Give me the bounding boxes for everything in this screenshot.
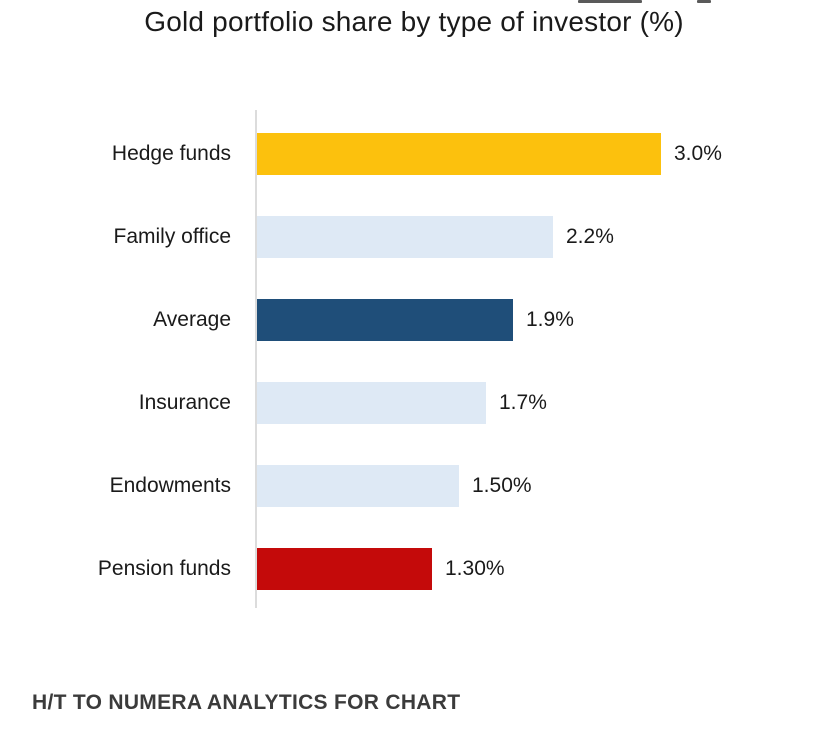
bar-row: Pension funds 1.30% xyxy=(0,548,828,590)
bar xyxy=(257,382,486,424)
bar-row: Endowments 1.50% xyxy=(0,465,828,507)
bar xyxy=(257,216,553,258)
bar-row: Hedge funds 3.0% xyxy=(0,133,828,175)
value-label: 3.0% xyxy=(674,142,722,165)
category-label: Hedge funds xyxy=(111,142,231,165)
chart-title: Gold portfolio share by type of investor… xyxy=(144,6,684,37)
category-label: Pension funds xyxy=(97,557,231,580)
value-label: 1.7% xyxy=(499,391,547,414)
category-label: Endowments xyxy=(109,474,231,497)
category-label: Family office xyxy=(113,225,231,248)
bar xyxy=(257,299,513,341)
value-label: 2.2% xyxy=(566,225,614,248)
bar xyxy=(257,548,432,590)
y-axis-line xyxy=(255,110,257,608)
attribution-text: H/T TO NUMERA ANALYTICS FOR CHART xyxy=(32,691,461,714)
bar-row: Family office 2.2% xyxy=(0,216,828,258)
value-label: 1.50% xyxy=(472,474,532,497)
bar-row: Average 1.9% xyxy=(0,299,828,341)
value-label: 1.30% xyxy=(445,557,505,580)
cropped-line-fragment xyxy=(578,0,642,3)
bar xyxy=(257,465,459,507)
category-label: Average xyxy=(153,308,231,331)
bar xyxy=(257,133,661,175)
bar-row: Insurance 1.7% xyxy=(0,382,828,424)
value-label: 1.9% xyxy=(526,308,574,331)
bar-chart: Hedge funds 3.0% Family office 2.2% Aver… xyxy=(0,110,828,610)
category-label: Insurance xyxy=(138,391,231,414)
cropped-line-fragment xyxy=(697,0,711,3)
